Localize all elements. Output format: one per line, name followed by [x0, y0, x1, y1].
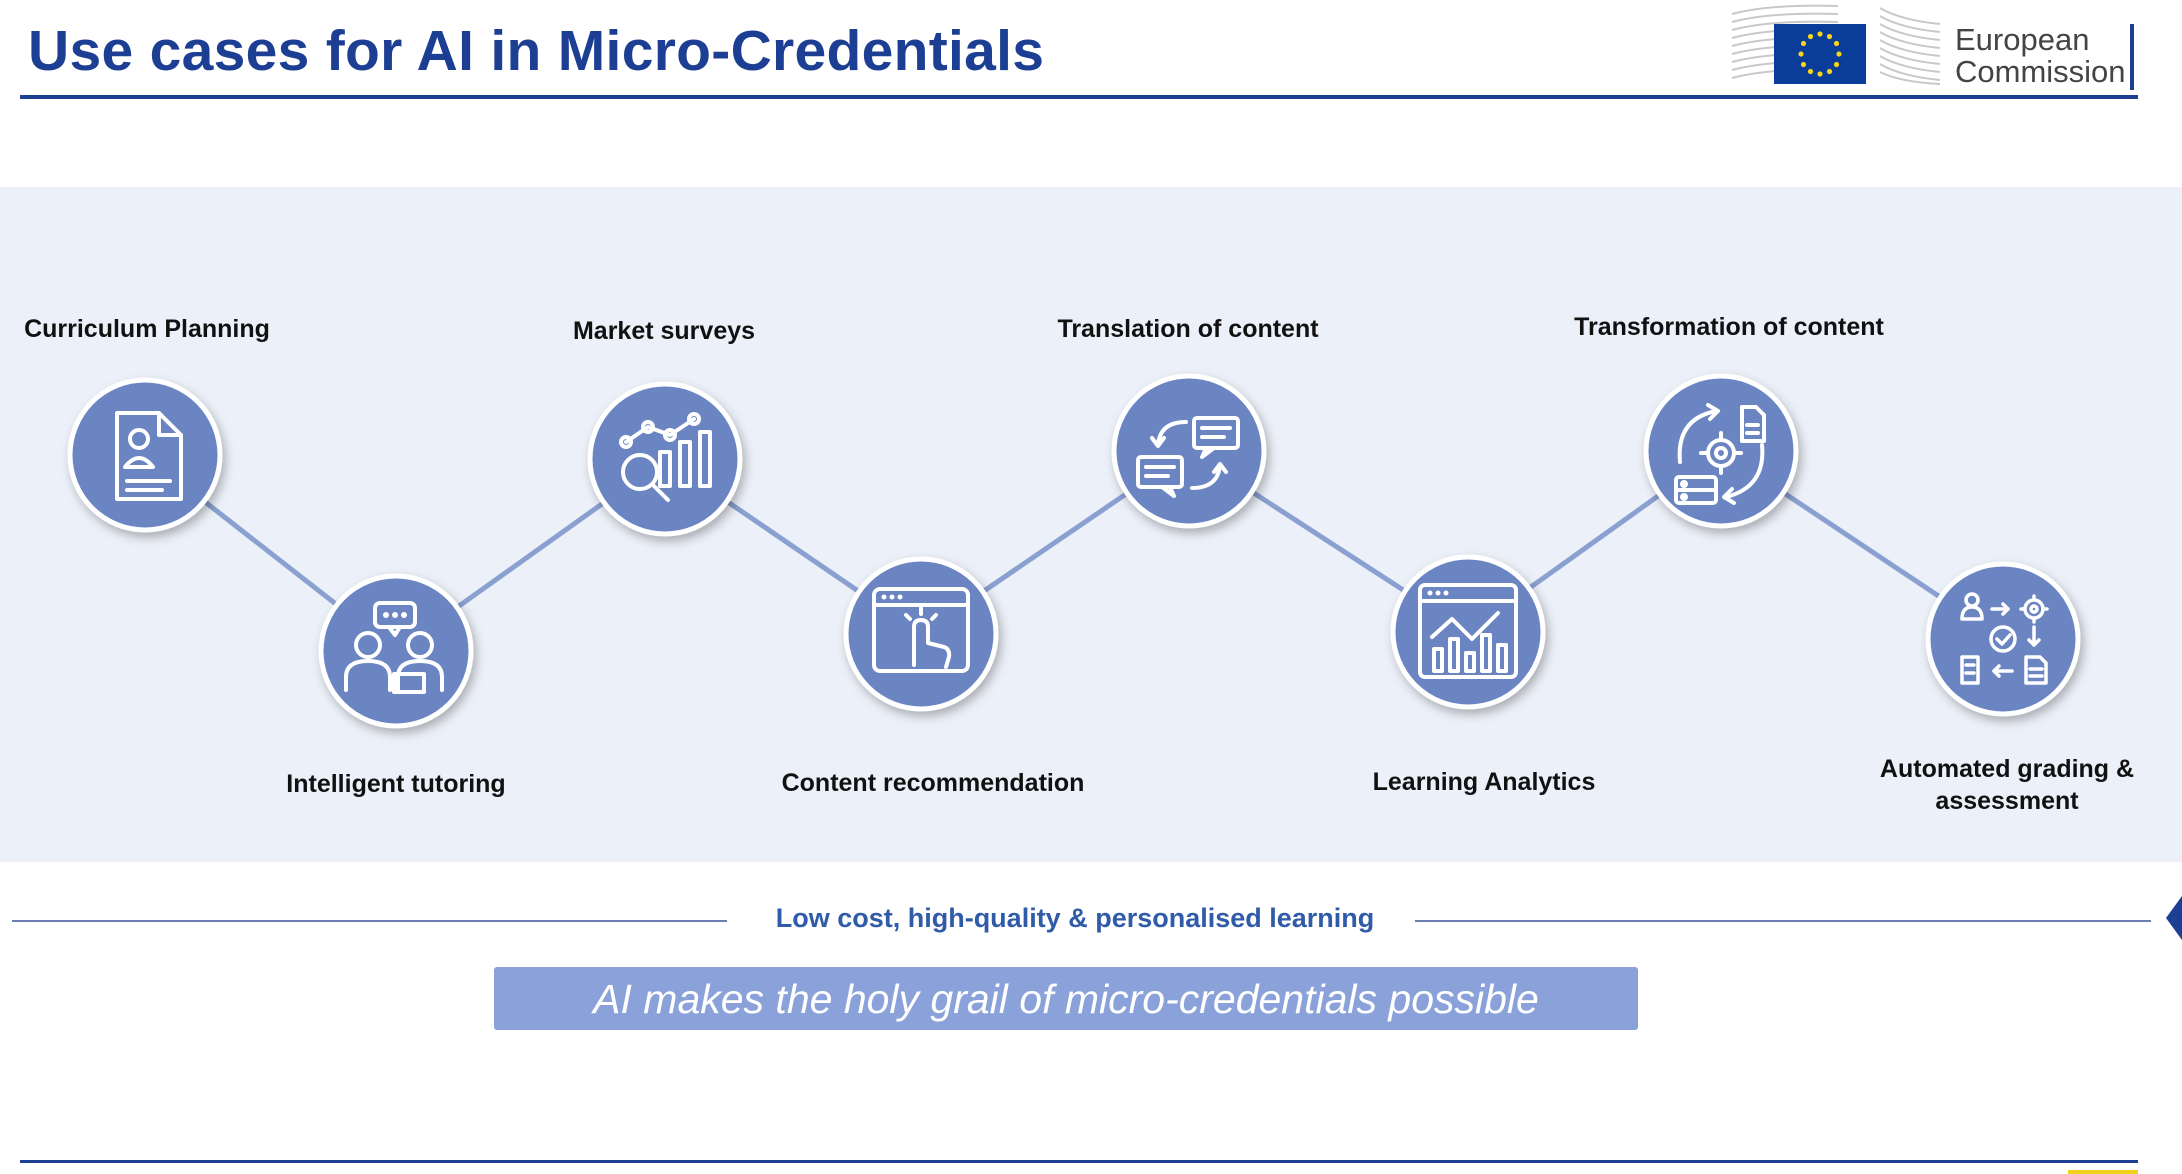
- use-case-diagram: [67, 373, 2081, 729]
- label-intelligent-tutoring: Intelligent tutoring: [286, 770, 506, 798]
- grading-flow-icon: [1960, 592, 2049, 685]
- node-content-recommendation: [843, 556, 999, 712]
- conclusion-banner: [494, 967, 1638, 1030]
- node-curriculum-planning: [67, 377, 223, 533]
- node-learning-analytics: [1390, 554, 1546, 710]
- label-automated-grading: Automated grading & assessment: [1880, 753, 2134, 817]
- analytics-dashboard-icon: [1418, 583, 1518, 679]
- document-person-icon: [115, 411, 183, 501]
- logo-text: European Commission: [1955, 24, 2126, 88]
- header-rule: [20, 95, 2138, 99]
- speech-swap-icon: [1136, 416, 1240, 498]
- logo-line-1: European: [1955, 22, 2090, 57]
- label-transformation-of-content: Transformation of content: [1574, 313, 1884, 341]
- label-content-recommendation: Content recommendation: [781, 769, 1085, 797]
- arrow-marker: [2166, 896, 2182, 940]
- footer-accent: [2068, 1170, 2138, 1174]
- node-market-surveys: [587, 381, 743, 537]
- diagram-band: [0, 187, 2182, 862]
- chart-magnifier-icon: [619, 412, 712, 502]
- footer-rule: [20, 1160, 2138, 1163]
- label-learning-analytics: Learning Analytics: [1372, 768, 1596, 796]
- browser-click-icon: [872, 587, 970, 673]
- tagline-divider-right: [1415, 920, 2151, 922]
- gear-cycle-icon: [1674, 403, 1766, 505]
- tutoring-people-icon: [344, 601, 444, 694]
- node-transformation-of-content: [1643, 373, 1799, 529]
- tagline-divider-left: [12, 920, 727, 922]
- banner-text: AI makes the holy grail of micro-credent…: [593, 976, 1539, 1022]
- logo-accent-bar: [2130, 24, 2134, 90]
- tagline: Low cost, high-quality & personalised le…: [775, 903, 1375, 933]
- logo-line-2: Commission: [1955, 54, 2126, 89]
- label-translation-of-content: Translation of content: [1057, 315, 1319, 343]
- page-title: Use cases for AI in Micro-Credentials: [28, 19, 1045, 83]
- label-automated-grading-line-1: Automated grading &: [1879, 755, 2135, 783]
- node-translation-of-content: [1111, 373, 1267, 529]
- label-market-surveys: Market surveys: [572, 317, 756, 345]
- label-curriculum-planning: Curriculum Planning: [24, 315, 270, 343]
- node-intelligent-tutoring: [318, 573, 474, 729]
- european-commission-logo: [1731, 4, 1941, 85]
- node-automated-grading: [1925, 561, 2081, 717]
- label-automated-grading-line-2: assessment: [1935, 787, 2079, 815]
